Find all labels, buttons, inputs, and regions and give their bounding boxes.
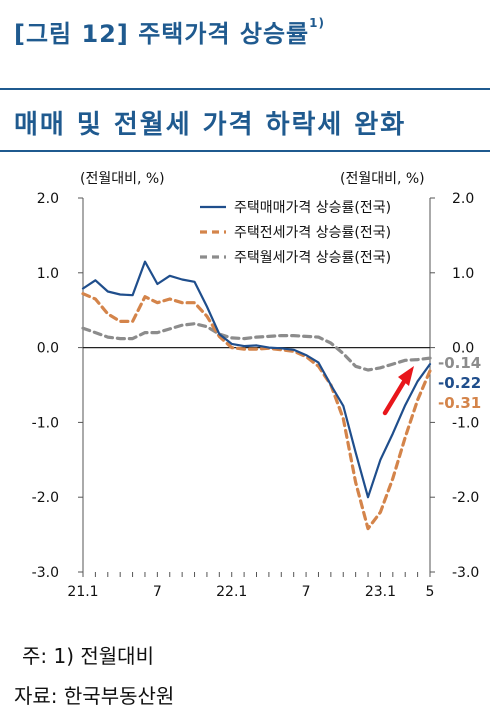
y-tick-label-left: 1.0 (37, 266, 59, 282)
subtitle-rule (0, 150, 490, 152)
title-footnote-mark: 1) (309, 16, 325, 30)
y-tick-label-left: -2.0 (32, 490, 59, 506)
y-tick-label-right: -1.0 (452, 415, 479, 431)
left-axis-unit: (전월대비, %) (80, 171, 165, 187)
legend-entry-2: 주택전세가격 상승률(전국) (234, 225, 391, 241)
y-tick-label-left: -3.0 (32, 565, 59, 581)
end-value-label-2: -0.22 (438, 374, 481, 392)
x-tick-label: 22.1 (216, 584, 247, 600)
end-value-label-3: -0.31 (438, 394, 481, 412)
y-tick-label-right: 1.0 (452, 266, 474, 282)
footnote: 주: 1) 전월대비 (22, 644, 154, 668)
y-tick-label-right: -2.0 (452, 490, 479, 506)
x-tick-label: 21.1 (67, 584, 98, 600)
series-line-1 (81, 260, 432, 499)
legend-entry-1: 주택매매가격 상승률(전국) (234, 200, 391, 216)
y-tick-label-right: 2.0 (452, 191, 474, 207)
figure-subtitle: 매매 및 전월세 가격 하락세 완화 (14, 110, 407, 140)
source-note: 자료: 한국부동산원 (14, 684, 175, 708)
rebound-arrow-shaft (382, 377, 408, 416)
x-tick-label: 7 (153, 584, 162, 600)
right-axis-unit: (전월대비, %) (340, 171, 425, 187)
line-chart: 2.0 2.0 1.0 1.0 0.0 0.0 -1.0 -1.0 -2.0 -2.0 -3.0 -3… (32, 171, 482, 600)
x-tick-label: 5 (426, 584, 435, 600)
x-tick-label: 7 (302, 584, 311, 600)
y-tick-label-right: -3.0 (452, 565, 479, 581)
title-rule (0, 88, 490, 90)
y-tick-label-left: 0.0 (37, 341, 59, 357)
rebound-arrow-head (398, 366, 414, 386)
legend-entry-3: 주택월세가격 상승률(전국) (234, 250, 391, 266)
x-tick-label: 23.1 (365, 584, 396, 600)
y-tick-label-left: -1.0 (32, 415, 59, 431)
y-tick-label-left: 2.0 (37, 191, 59, 207)
y-tick-label-right: 0.0 (452, 341, 474, 357)
series-line-3 (81, 322, 432, 372)
figure-title: [그림 12] 주택가격 상승률1) (14, 16, 325, 48)
end-value-label-1: -0.14 (438, 354, 481, 372)
series-line-2 (81, 292, 432, 531)
